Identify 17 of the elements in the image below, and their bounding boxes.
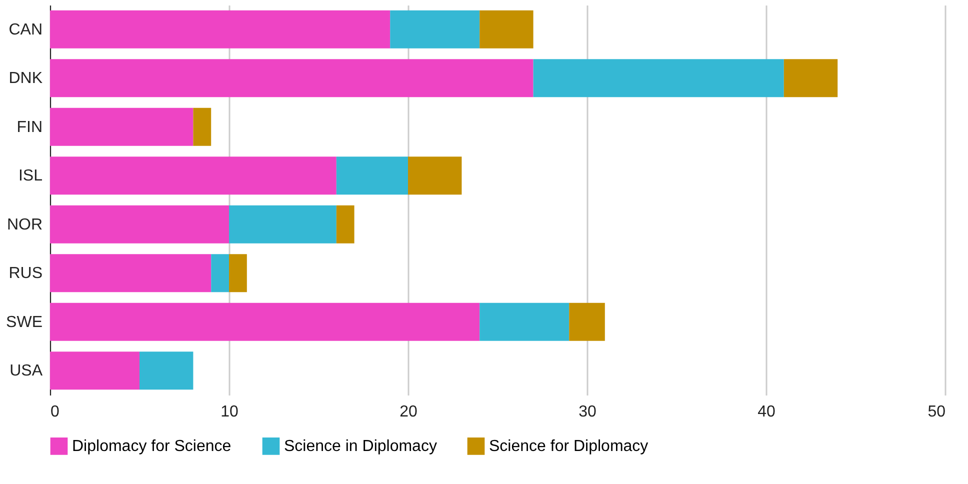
legend-label: Science in Diplomacy [284, 438, 437, 456]
y-tick-label: RUS [8, 265, 42, 282]
x-tick-label: 0 [50, 404, 60, 420]
y-tick-label: USA [10, 362, 43, 380]
y-tick-label: NOR [6, 216, 42, 234]
x-tick-label: 50 [928, 404, 946, 420]
x-tick-label: 20 [400, 404, 418, 420]
y-tick-label: ISL [18, 168, 43, 185]
legend-label: Diplomacy for Science [72, 438, 232, 456]
x-tick-label: 40 [758, 404, 776, 420]
y-tick-label: CAN [8, 21, 42, 38]
y-tick-label: FIN [16, 118, 42, 136]
legend-label: Science for Diplomacy [489, 438, 648, 456]
y-tick-label: SWE [6, 314, 42, 331]
y-tick-label: DNK [8, 70, 43, 88]
x-tick-label: 10 [220, 404, 238, 420]
x-tick-label: 30 [578, 404, 596, 420]
